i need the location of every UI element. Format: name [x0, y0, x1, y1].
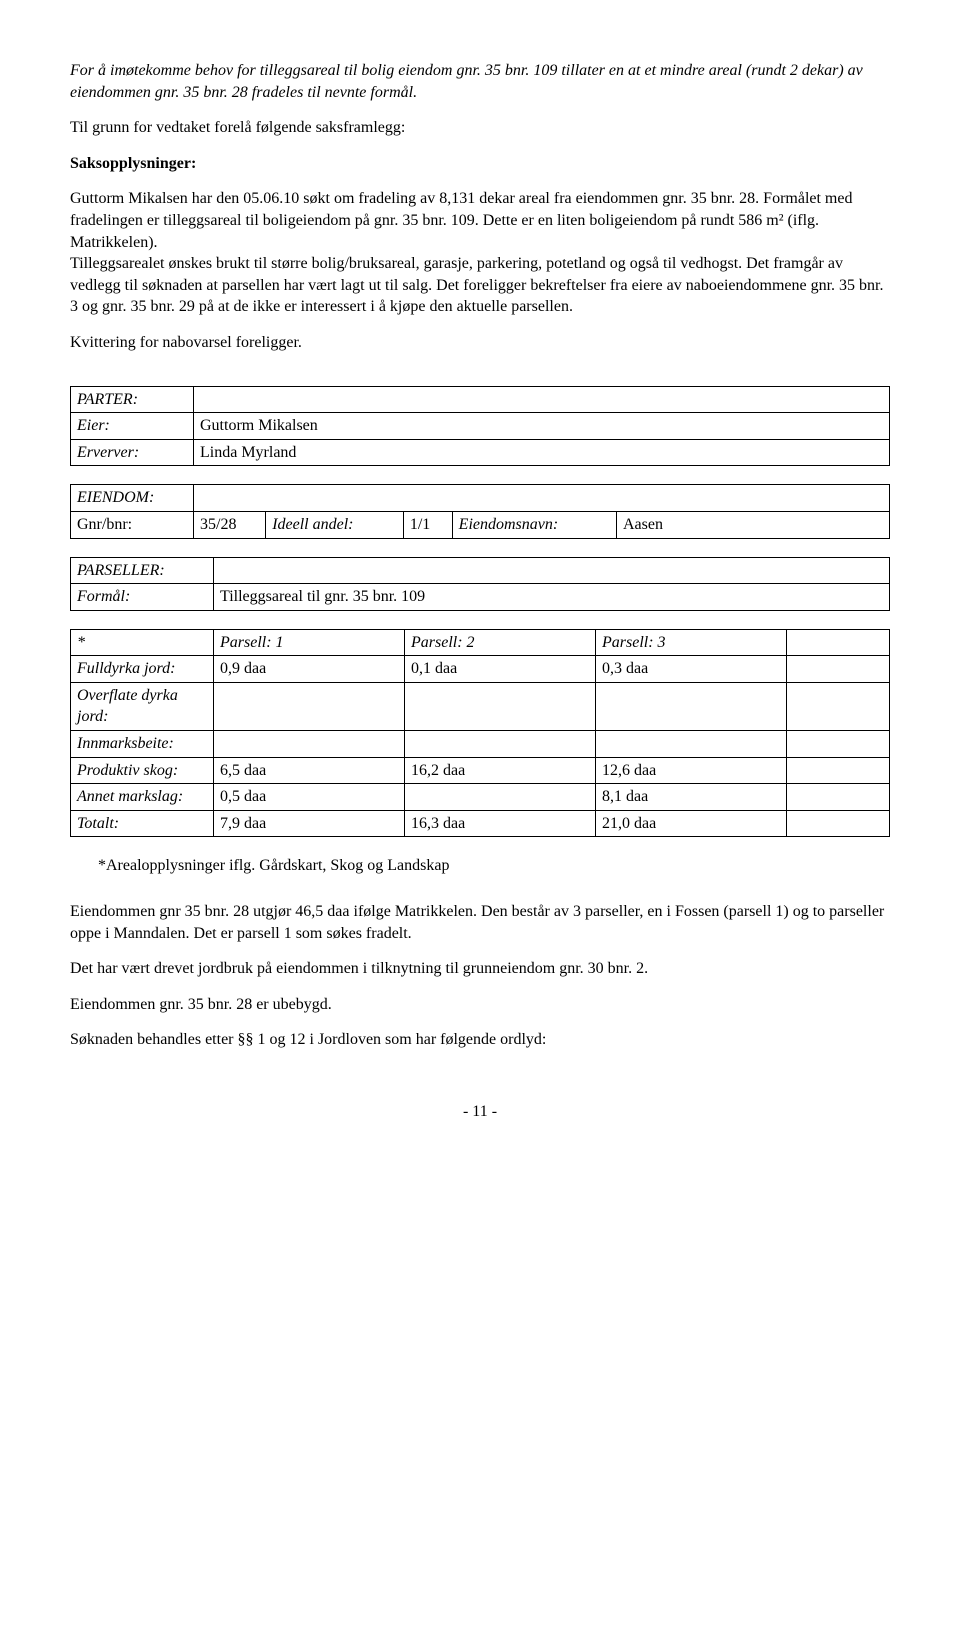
eiendom-navn-value: Aasen: [617, 511, 890, 538]
parseller-title-empty: [214, 557, 890, 584]
row-cell: [214, 682, 405, 730]
row-cell: 12,6 daa: [596, 757, 787, 784]
row-cell: [787, 784, 890, 811]
parseller-col1: Parsell: 1: [214, 629, 405, 656]
eiendom-navn-label: Eiendomsnavn:: [452, 511, 616, 538]
row-label: Overflate dyrka jord:: [71, 682, 214, 730]
row-label: Fulldyrka jord:: [71, 656, 214, 683]
row-cell: 7,9 daa: [214, 810, 405, 837]
row-cell: 21,0 daa: [596, 810, 787, 837]
row-label: Produktiv skog:: [71, 757, 214, 784]
row-label: Totalt:: [71, 810, 214, 837]
parter-eier-value: Guttorm Mikalsen: [194, 413, 890, 440]
row-label: Annet markslag:: [71, 784, 214, 811]
table-row: Annet markslag:0,5 daa 8,1 daa: [71, 784, 890, 811]
parter-erverver-label: Erverver:: [71, 439, 194, 466]
body-paragraph-1: Guttorm Mikalsen har den 05.06.10 søkt o…: [70, 188, 890, 318]
row-cell: 6,5 daa: [214, 757, 405, 784]
parseller-col-empty: [787, 629, 890, 656]
table-row: Produktiv skog:6,5 daa16,2 daa12,6 daa: [71, 757, 890, 784]
row-cell: [405, 731, 596, 758]
body-paragraph-4: Eiendommen gnr 35 bnr. 28 utgjør 46,5 da…: [70, 901, 890, 944]
row-cell: [787, 757, 890, 784]
table-row: Totalt:7,9 daa16,3 daa21,0 daa: [71, 810, 890, 837]
table-row: Fulldyrka jord:0,9 daa0,1 daa0,3 daa: [71, 656, 890, 683]
parter-eier-label: Eier:: [71, 413, 194, 440]
parter-title: PARTER:: [71, 386, 194, 413]
row-cell: 8,1 daa: [596, 784, 787, 811]
eiendom-title: EIENDOM:: [71, 485, 194, 512]
body-1-text: Guttorm Mikalsen har den 05.06.10 søkt o…: [70, 190, 852, 250]
table-row: Overflate dyrka jord:: [71, 682, 890, 730]
row-cell: [596, 731, 787, 758]
intro-paragraph: For å imøtekomme behov for tilleggsareal…: [70, 60, 890, 103]
body-paragraph-5: Det har vært drevet jordbruk på eiendomm…: [70, 958, 890, 980]
body-2-text: Tilleggsarealet ønskes brukt til større …: [70, 255, 884, 315]
body-paragraph-7: Søknaden behandles etter §§ 1 og 12 i Jo…: [70, 1029, 890, 1051]
row-cell: 0,9 daa: [214, 656, 405, 683]
eiendom-ideell-value: 1/1: [403, 511, 452, 538]
parter-erverver-value: Linda Myrland: [194, 439, 890, 466]
row-cell: [214, 731, 405, 758]
parter-title-empty: [194, 386, 890, 413]
eiendom-gnrbnr-value: 35/28: [194, 511, 266, 538]
body-paragraph-3: Kvittering for nabovarsel foreligger.: [70, 332, 890, 354]
row-cell: [787, 810, 890, 837]
parseller-formal-label: Formål:: [71, 584, 214, 611]
parter-table: PARTER: Eier: Guttorm Mikalsen Erverver:…: [70, 386, 890, 467]
row-cell: 0,3 daa: [596, 656, 787, 683]
eiendom-title-empty: [194, 485, 890, 512]
parseller-col2: Parsell: 2: [405, 629, 596, 656]
parseller-data-table: * Parsell: 1 Parsell: 2 Parsell: 3 Fulld…: [70, 629, 890, 838]
table-row: Innmarksbeite:: [71, 731, 890, 758]
row-cell: [787, 656, 890, 683]
parseller-col3: Parsell: 3: [596, 629, 787, 656]
row-cell: 0,1 daa: [405, 656, 596, 683]
heading-saksframlegg: Til grunn for vedtaket forelå følgende s…: [70, 117, 890, 139]
eiendom-ideell-label: Ideell andel:: [266, 511, 404, 538]
areal-footnote: *Arealopplysninger iflg. Gårdskart, Skog…: [70, 855, 890, 877]
row-cell: 16,3 daa: [405, 810, 596, 837]
eiendom-table: EIENDOM: Gnr/bnr: 35/28 Ideell andel: 1/…: [70, 484, 890, 538]
row-cell: [405, 784, 596, 811]
body-paragraph-6: Eiendommen gnr. 35 bnr. 28 er ubebygd.: [70, 994, 890, 1016]
parseller-header-table: PARSELLER: Formål: Tilleggsareal til gnr…: [70, 557, 890, 611]
eiendom-gnrbnr-label: Gnr/bnr:: [71, 511, 194, 538]
parseller-title: PARSELLER:: [71, 557, 214, 584]
heading-saksopplysninger: Saksopplysninger:: [70, 153, 890, 175]
parseller-star: *: [71, 629, 214, 656]
parseller-formal-value: Tilleggsareal til gnr. 35 bnr. 109: [214, 584, 890, 611]
row-cell: 0,5 daa: [214, 784, 405, 811]
page-number: - 11 -: [70, 1101, 890, 1123]
row-cell: 16,2 daa: [405, 757, 596, 784]
heading-saksopplysninger-text: Saksopplysninger:: [70, 155, 196, 172]
row-cell: [405, 682, 596, 730]
row-cell: [787, 682, 890, 730]
row-cell: [596, 682, 787, 730]
row-cell: [787, 731, 890, 758]
row-label: Innmarksbeite:: [71, 731, 214, 758]
